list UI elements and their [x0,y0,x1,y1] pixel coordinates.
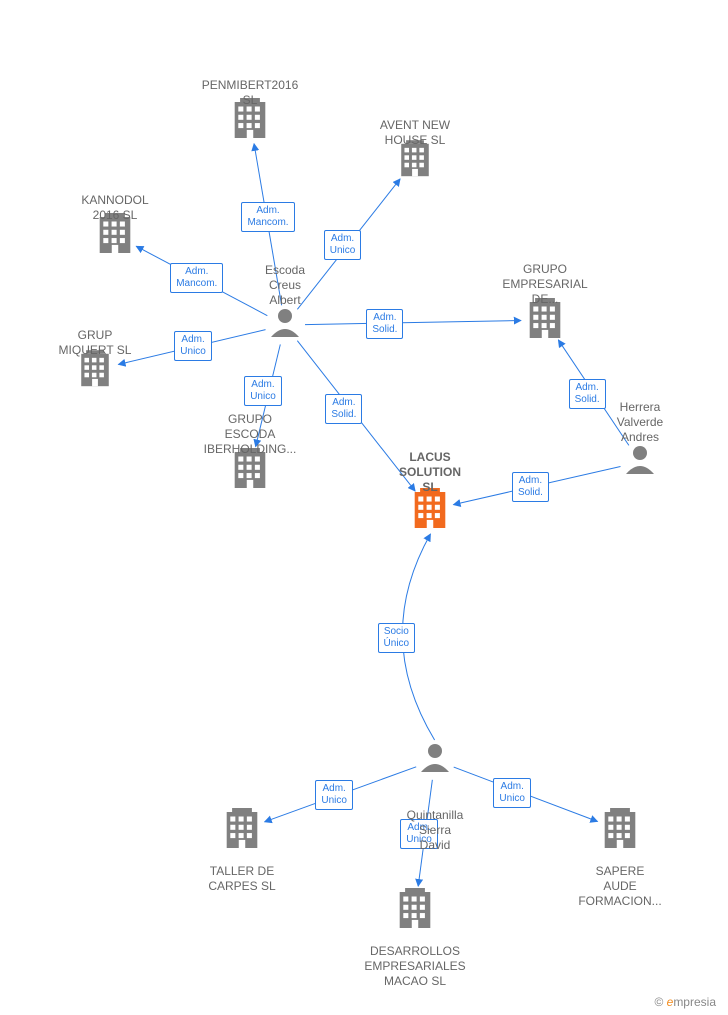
edge [305,320,521,324]
person-icon [271,309,299,337]
edge [297,179,400,309]
edge [453,466,620,504]
diagram-canvas [0,0,728,1015]
edge [454,767,598,821]
building-icon [235,448,266,488]
edge [558,340,629,445]
edge [418,780,432,886]
building-icon [605,808,636,848]
person-icon [421,744,449,772]
building-icon [235,98,266,138]
building-icon [530,298,561,338]
edge [136,246,267,315]
edge [254,144,282,306]
building-icon [415,488,446,528]
edge [256,344,281,446]
building-icon [100,213,131,253]
building-icon [401,140,429,176]
person-icon [626,446,654,474]
copyright-symbol: © [654,995,663,1009]
footer-copyright: © empresia [654,995,716,1009]
edge [297,341,415,491]
edge [403,534,435,740]
edge [265,767,417,822]
building-icon [400,888,431,928]
edge [118,330,265,365]
building-icon [81,350,109,386]
building-icon [227,808,258,848]
brand-rest: mpresia [673,995,716,1009]
